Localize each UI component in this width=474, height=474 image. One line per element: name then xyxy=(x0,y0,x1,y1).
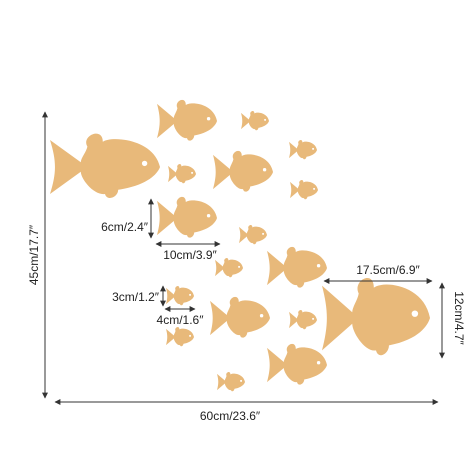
large-fish-width-dimension: 17.5cm/6.9″ xyxy=(323,263,433,284)
fish-eye xyxy=(238,265,241,268)
fish-eye xyxy=(189,293,192,296)
fish-eye xyxy=(206,117,211,121)
medium-fish-width-dimension: 10cm/3.9″ xyxy=(155,241,221,262)
small-fish-width-label: 4cm/1.6″ xyxy=(157,313,205,327)
medium-fish-width-label: 10cm/3.9″ xyxy=(163,248,217,262)
medium-fish-height-label: 6cm/2.4″ xyxy=(101,220,149,234)
fish-body xyxy=(239,224,267,245)
fish-eye xyxy=(259,314,264,318)
fish-decal xyxy=(267,246,327,288)
fish-body xyxy=(50,133,160,199)
fish-body xyxy=(168,163,196,184)
fish-decal xyxy=(217,371,245,392)
overall-height-dimension: 45cm/17.7″ xyxy=(27,111,48,399)
fish-body xyxy=(267,246,327,288)
fish-eye xyxy=(206,214,211,218)
fish-eye xyxy=(411,310,419,317)
fish-decal xyxy=(166,326,194,347)
fish-decal xyxy=(166,285,194,306)
overall-height-label: 45cm/17.7″ xyxy=(27,224,41,285)
fish-decal xyxy=(290,179,318,200)
fish-body xyxy=(166,285,194,306)
fish-body xyxy=(217,371,245,392)
fish-eye xyxy=(240,379,243,382)
fish-body xyxy=(289,309,317,330)
fish-body xyxy=(213,150,273,192)
large-fish-width-label: 17.5cm/6.9″ xyxy=(356,263,420,277)
fish-eye xyxy=(312,147,315,150)
fish-body xyxy=(166,326,194,347)
fish-body xyxy=(290,179,318,200)
fish-body xyxy=(241,110,269,131)
small-fish-height-dimension: 3cm/1.2″ xyxy=(112,285,166,307)
fish-decal xyxy=(50,133,160,199)
fish-decal xyxy=(215,257,243,278)
fish-decal xyxy=(241,110,269,131)
fish-body xyxy=(215,257,243,278)
fish-body xyxy=(157,196,217,238)
fish-decal xyxy=(210,296,270,338)
fish-decal xyxy=(267,343,327,385)
fish-eye xyxy=(189,334,192,337)
fish-decal xyxy=(213,150,273,192)
fish-eye xyxy=(262,232,265,235)
fish-group xyxy=(50,99,430,392)
fish-eye xyxy=(191,171,194,174)
fish-decal xyxy=(157,99,217,141)
fish-body xyxy=(267,343,327,385)
small-fish-height-label: 3cm/1.2″ xyxy=(112,290,160,304)
fish-decal xyxy=(157,196,217,238)
fish-decal xyxy=(168,163,196,184)
fish-eye xyxy=(264,118,267,121)
medium-fish-height-dimension: 6cm/2.4″ xyxy=(101,198,154,239)
fish-body xyxy=(157,99,217,141)
fish-eye xyxy=(313,187,316,190)
fish-eye xyxy=(312,317,315,320)
fish-body xyxy=(322,277,430,356)
small-fish-width-dimension: 4cm/1.6″ xyxy=(157,306,205,327)
large-fish-height-dimension: 12cm/4.7″ xyxy=(439,282,466,359)
fish-eye xyxy=(316,264,321,268)
fish-decal xyxy=(322,277,430,356)
overall-width-label: 60cm/23.6″ xyxy=(200,409,261,423)
fish-eye xyxy=(316,361,321,365)
fish-decal xyxy=(289,139,317,160)
fish-body xyxy=(210,296,270,338)
fish-decal xyxy=(289,309,317,330)
fish-eye xyxy=(141,160,148,167)
fish-eye xyxy=(262,168,267,172)
fish-body xyxy=(289,139,317,160)
fish-decal xyxy=(239,224,267,245)
large-fish-height-label: 12cm/4.7″ xyxy=(452,291,466,345)
overall-width-dimension: 60cm/23.6″ xyxy=(54,399,439,423)
